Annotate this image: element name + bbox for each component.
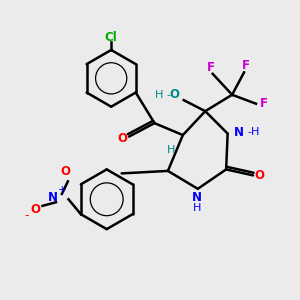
Text: O: O — [30, 202, 40, 216]
Text: H: H — [193, 203, 201, 213]
Text: F: F — [260, 97, 268, 110]
Text: -: - — [24, 209, 28, 222]
Text: N: N — [47, 191, 57, 204]
Text: +: + — [58, 185, 67, 195]
Text: N: N — [192, 191, 202, 204]
Text: H: H — [167, 145, 175, 155]
Text: O: O — [169, 88, 179, 101]
Text: Cl: Cl — [105, 31, 118, 44]
Text: O: O — [60, 165, 70, 178]
Text: F: F — [207, 61, 215, 74]
Text: N: N — [234, 126, 244, 139]
Text: F: F — [242, 59, 250, 72]
Text: O: O — [118, 132, 128, 145]
Text: -H: -H — [247, 127, 260, 137]
Text: O: O — [255, 169, 265, 182]
Text: -: - — [167, 90, 170, 100]
Text: H: H — [155, 90, 164, 100]
